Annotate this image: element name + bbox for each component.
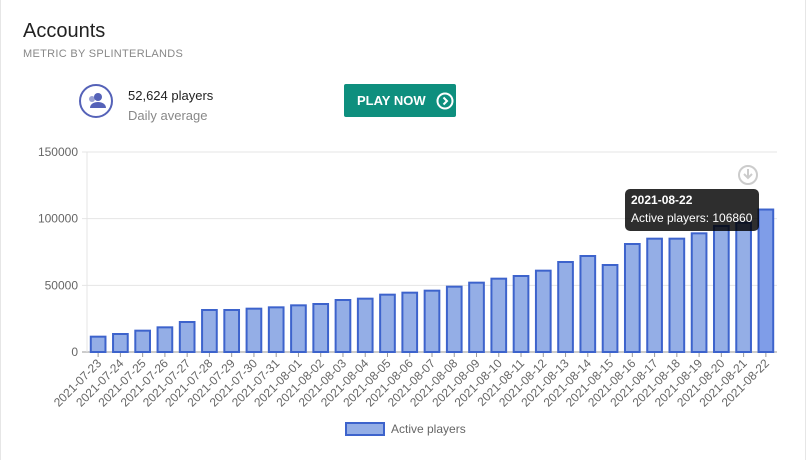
legend-label: Active players [391, 422, 466, 436]
bar [534, 269, 552, 353]
tooltip-title: 2021-08-22 [631, 193, 693, 207]
bar [646, 237, 663, 354]
bar [356, 297, 374, 353]
bar [445, 285, 463, 353]
bar [601, 264, 619, 353]
stat-label: Daily average [128, 108, 208, 123]
bar [713, 225, 730, 353]
button-label: PLAY NOW [357, 93, 426, 108]
download-icon[interactable] [738, 165, 758, 185]
bar [401, 291, 419, 353]
bar [223, 309, 241, 353]
bar [423, 289, 441, 353]
play-button[interactable]: PLAY NOW [344, 84, 456, 117]
y-tick-label: 150000 [38, 145, 78, 159]
stat-value: 52,624 players [128, 88, 214, 103]
bar [134, 329, 151, 353]
bar [89, 335, 107, 353]
bar [379, 293, 396, 353]
y-tick-label: 50000 [45, 278, 79, 292]
bar [312, 303, 330, 353]
bar [668, 237, 686, 354]
bar [623, 243, 641, 353]
bar [490, 277, 508, 353]
legend-swatch [345, 422, 385, 436]
bar [112, 333, 129, 353]
bar [267, 306, 285, 354]
bar [757, 208, 775, 353]
bar [245, 307, 263, 353]
bar [334, 299, 352, 353]
bar [512, 275, 530, 353]
bar [201, 309, 218, 353]
bar [579, 255, 597, 353]
title: Accounts [23, 20, 106, 42]
bar [290, 304, 307, 354]
tooltip: 2021-08-22 Active players: 106860 [625, 189, 759, 231]
tooltip-text: Active players: 106860 [631, 211, 753, 225]
bar [156, 326, 174, 354]
arrow-icon [436, 92, 454, 109]
y-tick-label: 100000 [38, 212, 78, 226]
y-tick-label: 0 [71, 345, 78, 359]
tooltip-box [625, 189, 759, 231]
subtitle: METRIC BY SPLINTERLANDS [23, 48, 184, 60]
bar [468, 281, 485, 353]
bar [557, 261, 574, 353]
bar [690, 232, 708, 353]
bar [178, 321, 196, 353]
bar [735, 221, 752, 353]
players-icon [79, 84, 113, 118]
